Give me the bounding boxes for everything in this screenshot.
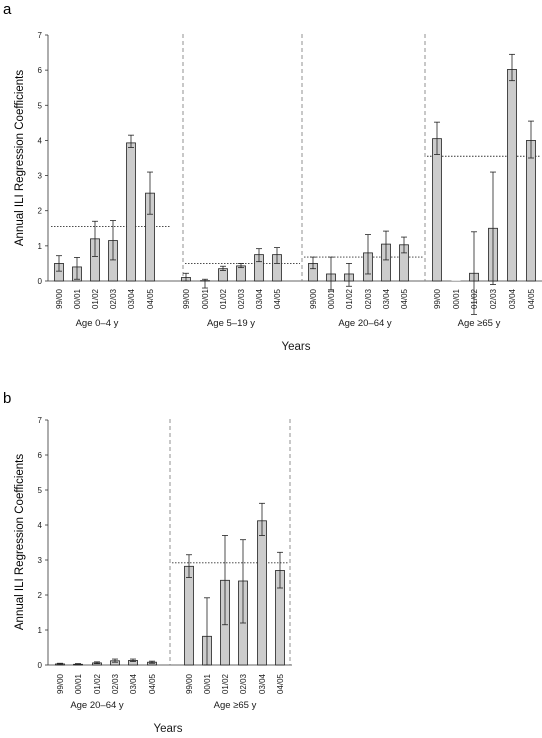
x-tick-label: 99/00 — [185, 673, 194, 694]
bar — [451, 280, 461, 281]
x-tick-label: 02/03 — [364, 288, 373, 309]
x-tick-label: 03/04 — [508, 288, 517, 309]
x-tick-label: 99/00 — [56, 673, 65, 694]
bar — [507, 69, 517, 282]
y-axis-label: Annual ILI Regression Coefficients — [14, 454, 26, 630]
y-tick-label: 1 — [38, 242, 43, 251]
x-tick-label: 00/01 — [327, 288, 336, 309]
x-tick-label: 01/02 — [93, 673, 102, 694]
y-tick-label: 7 — [38, 416, 43, 425]
x-tick-label: 00/01 — [452, 288, 461, 309]
bar — [236, 265, 246, 282]
bar — [257, 520, 267, 666]
y-tick-label: 2 — [38, 591, 43, 600]
x-tick-label: 03/04 — [129, 673, 138, 694]
panel-letter: b — [3, 390, 11, 407]
bar — [432, 138, 442, 282]
bar — [526, 140, 536, 282]
x-tick-label: 02/03 — [109, 288, 118, 309]
x-tick-label: 01/02 — [221, 673, 230, 694]
x-tick-label: 00/01 — [203, 673, 212, 694]
x-tick-label: 99/00 — [309, 288, 318, 309]
group-label: Age ≥65 y — [458, 318, 501, 329]
group-label: Age 0–4 y — [76, 318, 119, 329]
x-tick-label: 04/05 — [148, 673, 157, 694]
x-tick-label: 01/02 — [345, 288, 354, 309]
y-axis-label: Annual ILI Regression Coefficients — [14, 70, 26, 246]
x-tick-label: 01/02 — [91, 288, 100, 309]
x-axis-label: Years — [154, 723, 183, 735]
panel-letter: a — [3, 1, 12, 18]
x-tick-label: 01/02 — [470, 288, 479, 309]
y-tick-label: 5 — [38, 486, 43, 495]
y-tick-label: 4 — [38, 521, 43, 530]
y-tick-label: 5 — [38, 101, 43, 110]
y-tick-label: 6 — [38, 451, 43, 460]
x-tick-label: 04/05 — [146, 288, 155, 309]
x-tick-label: 01/02 — [219, 288, 228, 309]
y-tick-label: 7 — [38, 31, 43, 40]
x-tick-label: 03/04 — [127, 288, 136, 309]
x-tick-label: 00/01 — [201, 288, 210, 309]
panel-a: a 0 1 2 3 4 5 6 7 Annual ILI Regression Coefficie… — [3, 1, 542, 353]
x-tick-label: 04/05 — [276, 673, 285, 694]
bar — [126, 142, 136, 282]
group-label: Age 20–64 y — [338, 318, 392, 329]
x-tick-label: 00/01 — [74, 673, 83, 694]
y-tick-label: 2 — [38, 207, 43, 216]
group-label: Age ≥65 y — [214, 700, 257, 711]
x-tick-label: 00/01 — [73, 288, 82, 309]
x-axis-label: Years — [282, 341, 311, 353]
x-tick-label: 02/03 — [111, 673, 120, 694]
group-label: Age 20–64 y — [70, 700, 124, 711]
x-tick-label: 03/04 — [382, 288, 391, 309]
x-tick-label: 03/04 — [258, 673, 267, 694]
bar — [184, 565, 194, 666]
x-tick-label: 02/03 — [489, 288, 498, 309]
y-tick-label: 6 — [38, 66, 43, 75]
x-tick-label: 04/05 — [527, 288, 536, 309]
group-label: Age 5–19 y — [207, 318, 255, 329]
x-tick-label: 99/00 — [433, 288, 442, 309]
x-tick-label: 04/05 — [400, 288, 409, 309]
x-tick-label: 02/03 — [237, 288, 246, 309]
x-tick-label: 03/04 — [255, 288, 264, 309]
x-tick-label: 99/00 — [182, 288, 191, 309]
panel-b: b 0 1 2 3 4 5 6 7 Annual ILI Regression Coefficie… — [3, 390, 292, 735]
y-tick-label: 0 — [38, 661, 43, 670]
x-tick-label: 04/05 — [273, 288, 282, 309]
y-tick-label: 4 — [38, 136, 43, 145]
y-tick-label: 1 — [38, 626, 43, 635]
y-tick-label: 3 — [38, 172, 43, 181]
y-tick-label: 3 — [38, 556, 43, 565]
x-tick-label: 02/03 — [239, 673, 248, 694]
y-tick-label: 0 — [38, 277, 43, 286]
x-tick-label: 99/00 — [55, 288, 64, 309]
